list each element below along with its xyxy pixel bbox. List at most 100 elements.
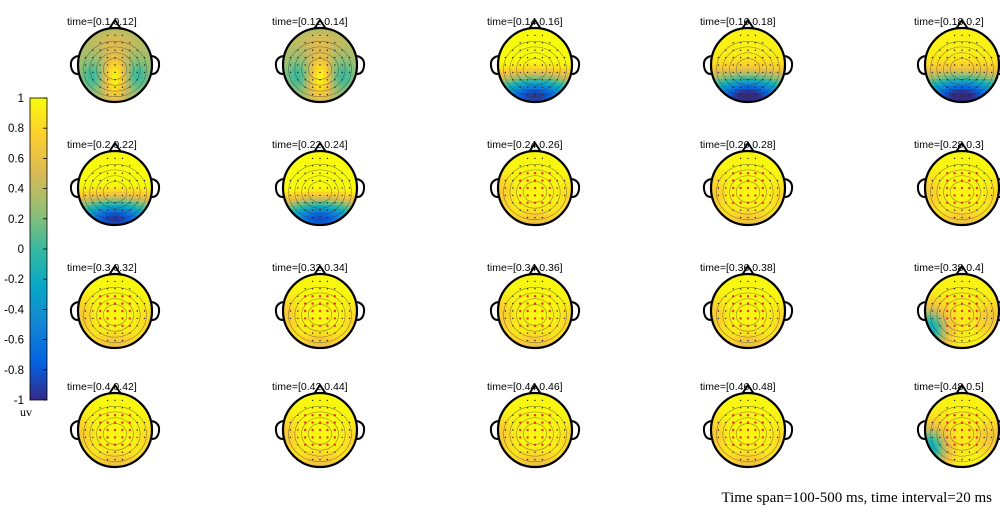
electrode-marker [556, 317, 558, 320]
electrode-marker [341, 310, 343, 312]
electrode-marker [92, 429, 94, 431]
electrode-marker [319, 42, 321, 44]
electrode-marker [121, 216, 124, 219]
electrode-marker [512, 436, 514, 439]
electrode-marker [549, 451, 551, 453]
electrode-marker [311, 71, 314, 74]
electrode-marker [128, 436, 131, 439]
left-ear [916, 420, 926, 440]
electrode-marker [549, 407, 551, 409]
electrode-marker [311, 194, 314, 197]
left-ear [916, 301, 926, 321]
electrode-marker [754, 49, 757, 51]
electrode-marker [114, 288, 116, 290]
electrode-marker [975, 414, 978, 417]
electrode-marker [968, 34, 971, 37]
electrode-marker [754, 165, 757, 167]
electrode-marker [968, 399, 971, 402]
electrode-marker [121, 288, 124, 290]
electrode-marker [504, 429, 507, 431]
electrode-marker [754, 324, 757, 327]
electrode-marker [533, 317, 537, 320]
electrode-marker [990, 310, 993, 312]
electrode-marker [976, 86, 978, 88]
electrode-marker [939, 310, 941, 312]
electrode-marker [556, 179, 558, 182]
electrode-marker [754, 399, 757, 402]
electrode-marker [129, 179, 131, 182]
electrode-marker [114, 179, 116, 182]
electrode-marker [334, 187, 336, 189]
electrode-marker [526, 280, 529, 283]
electrode-marker [334, 64, 336, 66]
electrode-marker [769, 49, 771, 51]
electrode-marker [754, 309, 757, 313]
electrode-marker [946, 414, 949, 417]
electrode-marker [746, 436, 750, 439]
electrode-marker [762, 451, 764, 453]
electrode-marker [114, 407, 116, 409]
electrode-marker [725, 202, 727, 204]
electrode-marker [326, 421, 329, 424]
electrode-marker [504, 421, 507, 424]
electrode-marker [960, 295, 964, 298]
electrode-marker [106, 216, 109, 219]
electrode-marker [297, 310, 299, 312]
electrode-marker [953, 451, 956, 453]
right-ear [151, 420, 161, 440]
electrode-marker [304, 194, 306, 197]
electrode-marker [541, 309, 544, 313]
electrode-marker [953, 93, 956, 96]
electrode-marker [304, 302, 307, 305]
nose [313, 264, 327, 276]
electrode-marker [534, 71, 536, 74]
contour-line [930, 41, 994, 97]
electrode-marker [519, 179, 522, 182]
electrode-marker [739, 399, 742, 402]
left-ear [69, 178, 79, 198]
electrode-marker [946, 332, 948, 334]
electrode-marker [99, 56, 101, 59]
electrode-marker [526, 421, 529, 424]
electrode-marker [348, 421, 351, 424]
right-ear [356, 301, 366, 321]
electrode-marker [746, 309, 750, 313]
topomap-title: time=[0.4 0.42] [67, 381, 137, 393]
electrode-marker [762, 56, 764, 59]
electrode-marker [931, 194, 934, 197]
electrode-marker [289, 194, 292, 197]
electrode-marker [136, 179, 138, 182]
left-ear [702, 178, 712, 198]
electrode-marker [754, 42, 757, 44]
electrode-marker [717, 302, 720, 305]
nose [313, 18, 327, 30]
electrode-marker [319, 165, 321, 167]
electrode-marker [725, 444, 727, 446]
electrode-marker [311, 216, 314, 219]
electrode-marker [983, 202, 985, 204]
electrode-marker [128, 443, 131, 446]
electrode-marker [311, 339, 314, 342]
contour-line [943, 175, 981, 209]
electrode-marker [92, 179, 94, 182]
electrode-marker [548, 172, 551, 175]
electrode-marker [121, 49, 124, 51]
electrode-marker [732, 71, 734, 74]
contour-line [943, 298, 981, 332]
electrode-marker [326, 332, 329, 334]
topomap-title: time=[0.48 0.5] [914, 381, 984, 393]
electrode-marker [563, 71, 566, 74]
electrode-marker [526, 302, 529, 305]
electrode-marker [106, 339, 109, 342]
electrode-marker [526, 451, 529, 453]
electrode-marker [326, 209, 329, 211]
electrode-marker [99, 187, 101, 189]
electrode-marker [526, 428, 529, 432]
electrode-marker [84, 71, 87, 74]
electrode-marker [304, 165, 306, 167]
nose [108, 141, 122, 153]
electrode-marker [519, 451, 521, 453]
electrode-marker [326, 34, 329, 37]
electrode-marker [976, 71, 978, 74]
